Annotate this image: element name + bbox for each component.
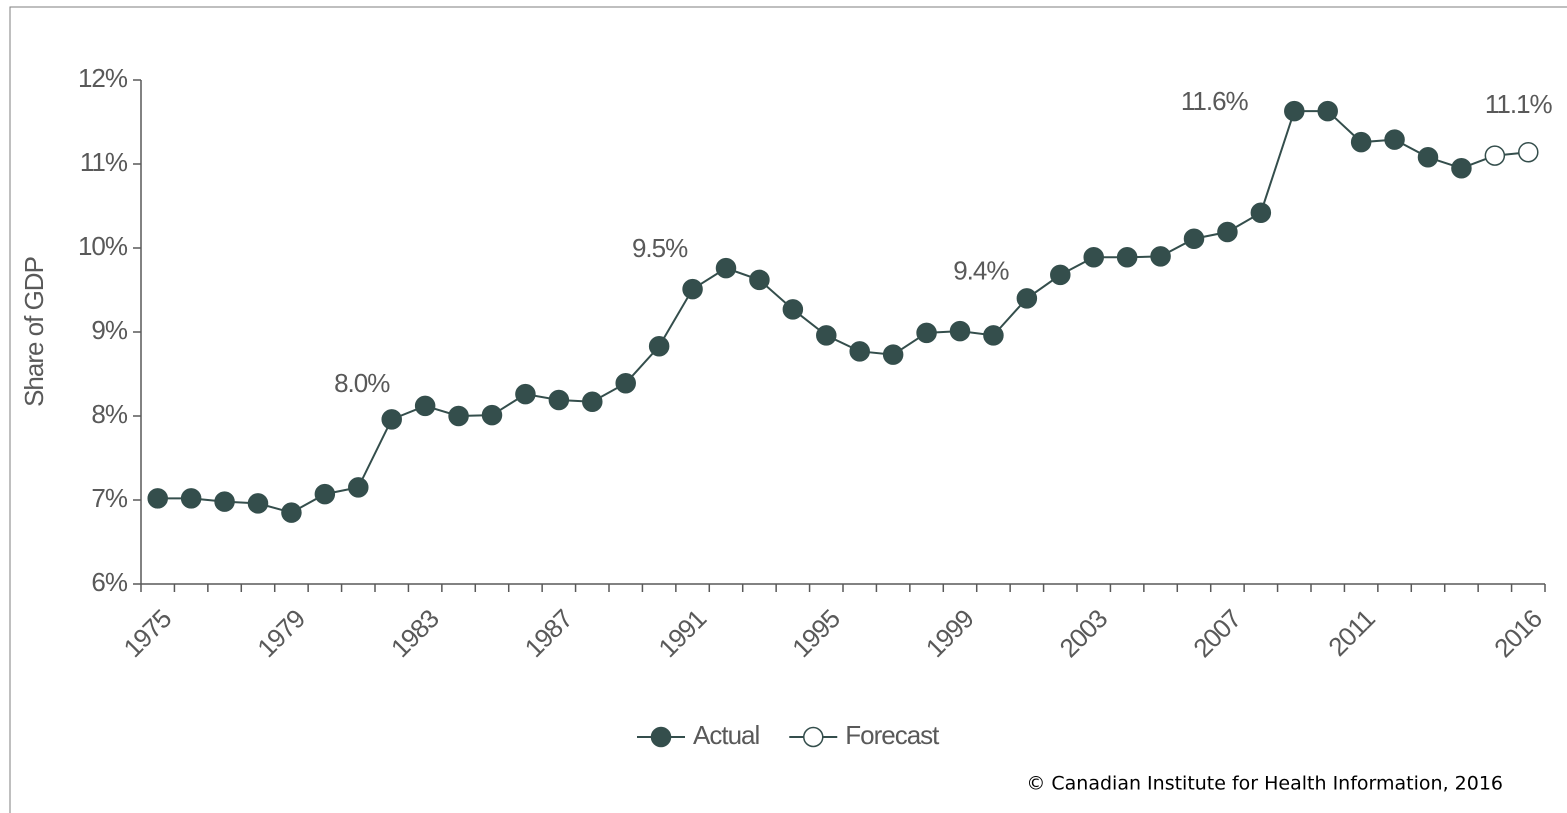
x-tick-label: 1983 <box>385 604 445 664</box>
point <box>1451 157 1472 179</box>
point <box>782 299 804 320</box>
x-tick-label: 2016 <box>1488 604 1548 664</box>
x-tick-label: 1995 <box>786 604 846 664</box>
point <box>1484 145 1506 166</box>
point <box>1050 264 1071 286</box>
point <box>1083 246 1104 268</box>
y-tick-label: 7% <box>91 483 127 513</box>
x-tick-label: 2007 <box>1187 604 1247 664</box>
x-tick-label: 1987 <box>519 604 579 664</box>
frame <box>9 6 1567 813</box>
point <box>816 325 837 346</box>
y-tick-label: 6% <box>91 567 127 597</box>
x-tick-label: 2011 <box>1322 604 1380 662</box>
legend-marker <box>650 726 672 748</box>
x-tick-label: 1975 <box>118 604 178 664</box>
point <box>582 391 603 412</box>
point <box>348 477 369 498</box>
point <box>682 278 703 300</box>
legend-label: Forecast <box>845 720 940 750</box>
point <box>381 409 402 430</box>
point <box>715 257 737 279</box>
source: © Canadian Institute for Health Informat… <box>1026 773 1503 795</box>
point <box>648 336 670 357</box>
point <box>1150 246 1171 267</box>
value-label: 11.6% <box>1181 86 1249 116</box>
point <box>481 404 503 426</box>
value-label: 8.0% <box>334 368 390 398</box>
value-label: 9.5% <box>632 233 688 263</box>
point <box>214 491 235 512</box>
point <box>414 395 436 417</box>
point <box>448 405 469 427</box>
x-tick-label: 1991 <box>652 604 712 664</box>
point <box>1317 100 1338 122</box>
y-tick-label: 8% <box>91 399 127 429</box>
point <box>147 488 168 509</box>
x-tick-label: 1999 <box>920 604 980 664</box>
point <box>1417 147 1439 168</box>
legend-label: Actual <box>693 720 759 750</box>
line-actual <box>157 110 1462 514</box>
point <box>1016 288 1038 309</box>
y-tick-label: 12% <box>78 63 128 93</box>
point <box>1518 141 1539 163</box>
point <box>749 269 770 291</box>
point <box>983 325 1004 346</box>
point <box>849 341 870 362</box>
point <box>916 322 937 344</box>
point <box>1116 246 1138 268</box>
y-tick-label: 11% <box>80 147 128 177</box>
point <box>882 344 904 365</box>
value-label: 9.4% <box>953 255 1009 285</box>
y-tick-label: 9% <box>91 315 127 345</box>
point <box>1183 228 1205 250</box>
point <box>180 488 202 509</box>
point <box>1284 100 1305 122</box>
point <box>615 372 636 394</box>
value-label: 11.1% <box>1485 89 1553 119</box>
x-tick-label: 1979 <box>251 604 311 664</box>
point <box>548 389 570 411</box>
x-tick-label: 2003 <box>1054 604 1114 664</box>
point <box>949 320 971 342</box>
point <box>281 502 302 523</box>
y-axis-label: Share of GDP <box>19 257 49 407</box>
point <box>515 383 536 405</box>
y-tick-label: 10% <box>78 231 128 261</box>
point <box>1217 221 1238 243</box>
legend-marker <box>803 726 824 748</box>
point <box>1350 131 1372 153</box>
point <box>1384 129 1405 150</box>
point <box>1250 202 1272 223</box>
point <box>247 493 269 514</box>
point <box>314 483 336 505</box>
